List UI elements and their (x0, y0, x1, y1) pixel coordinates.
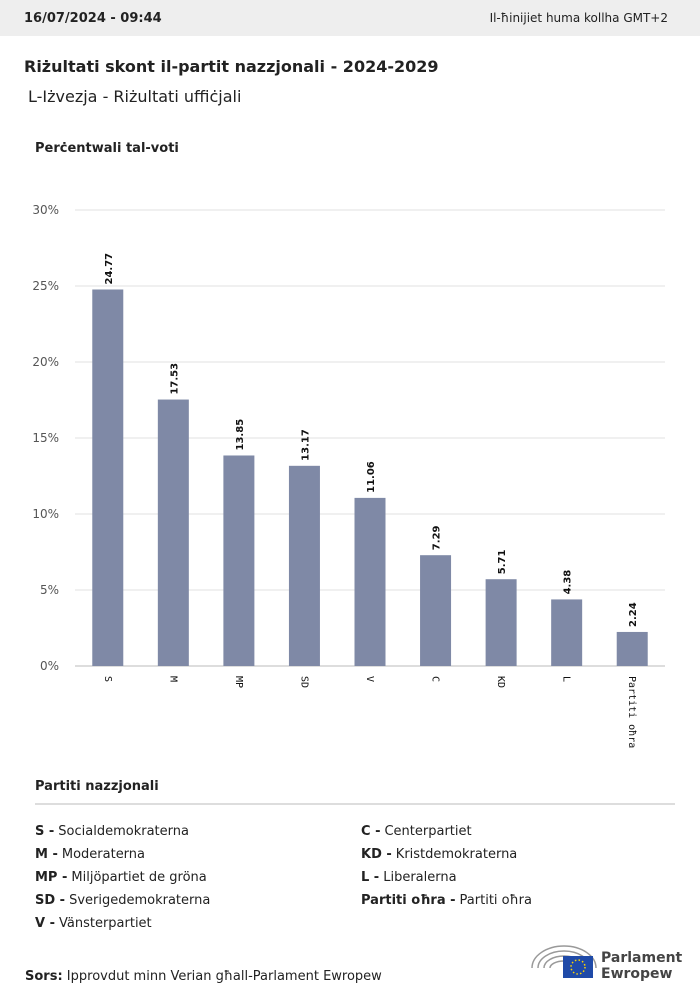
header-date: 16/07/2024 - 09:44 (24, 11, 162, 26)
x-tick-label: V (364, 676, 375, 682)
value-label: 2.24 (628, 602, 639, 627)
bar (420, 555, 452, 666)
y-tick-label: 5% (40, 583, 59, 597)
bar (616, 631, 648, 666)
value-label: 11.06 (366, 461, 377, 493)
y-axis-label: Perċentwali tal-voti (35, 141, 179, 156)
legend-key: S - (35, 824, 54, 839)
source-label: Sors: (25, 969, 63, 984)
legend-name: Vänsterpartiet (59, 916, 152, 931)
value-label: 24.77 (104, 253, 115, 285)
legend-key: M - (35, 847, 58, 862)
legend-key: KD - (361, 847, 392, 862)
x-tick-label: C (430, 676, 441, 682)
x-tick-label: KD (495, 676, 506, 688)
bar (485, 579, 517, 666)
legend-name: Miljöpartiet de gröna (71, 870, 206, 885)
legend-item: KD - Kristdemokraterna (361, 847, 517, 862)
logo-stars (570, 959, 586, 975)
legend-key: C - (361, 824, 380, 839)
page-subtitle: L-Iżvezja - Riżultati uffiċjali (28, 87, 241, 106)
legend-item: SD - Sverigedemokraterna (35, 893, 210, 908)
legend-title: Partiti nazzjonali (35, 779, 159, 794)
y-tick-label: 20% (32, 355, 59, 369)
value-label: 4.38 (563, 570, 574, 595)
logo-hemicycle (531, 945, 597, 969)
bar (92, 289, 124, 666)
value-label: 13.85 (235, 419, 246, 451)
logo: Parlament Ewropew (531, 945, 683, 982)
legend-name: Liberalerna (383, 870, 456, 885)
value-label: 17.53 (169, 363, 180, 395)
legend-key: Partiti oħra - (361, 893, 456, 908)
legend-item: M - Moderaterna (35, 847, 145, 862)
legend-name: Sverigedemokraterna (69, 893, 210, 908)
legend-name: Moderaterna (62, 847, 145, 862)
x-tick-label: Partiti oħra (626, 676, 637, 748)
legend-key: SD - (35, 893, 65, 908)
x-tick-label: M (167, 676, 178, 682)
page-title: Riżultati skont il-partit nazzjonali - 2… (24, 57, 439, 76)
source: Sors: Ipprovdut minn Verian għall-Parlam… (25, 969, 382, 984)
value-label: 13.17 (300, 429, 311, 461)
y-tick-label: 30% (32, 203, 59, 217)
header-bar (0, 0, 700, 36)
legend-item: S - Socialdemokraterna (35, 824, 189, 839)
legend-name: Centerpartiet (384, 824, 471, 839)
legend-name: Partiti oħra (460, 893, 532, 908)
source-text: Ipprovdut minn Verian għall-Parlament Ew… (67, 969, 382, 984)
y-tick-label: 0% (40, 659, 59, 673)
header-timezone: Il-ħinijiet huma kollha GMT+2 (490, 11, 668, 25)
y-tick-label: 25% (32, 279, 59, 293)
bar (157, 399, 189, 666)
x-tick-label: L (561, 676, 572, 682)
chart: 0% 5% 10% 15% 20% 25% 30% 24.77 S 17.53 M 13.85 MP 13… (32, 203, 665, 748)
x-tick-label: SD (298, 676, 309, 688)
value-label: 7.29 (432, 525, 443, 550)
y-tick-label: 15% (32, 431, 59, 445)
value-label: 5.71 (497, 549, 508, 574)
legend-key: V - (35, 916, 55, 931)
bar (223, 455, 255, 666)
bar (288, 465, 320, 666)
legend-item: Partiti oħra - Partiti oħra (361, 893, 532, 908)
legend-key: MP - (35, 870, 67, 885)
legend-name: Socialdemokraterna (58, 824, 189, 839)
x-tick-label: MP (233, 676, 244, 688)
x-tick-label: S (102, 676, 113, 682)
logo-flag (563, 956, 593, 978)
legend-item: C - Centerpartiet (361, 824, 472, 839)
legend-item: V - Vänsterpartiet (35, 916, 152, 931)
legend-item: MP - Miljöpartiet de gröna (35, 870, 207, 885)
y-tick-label: 10% (32, 507, 59, 521)
logo-text: Ewropew (601, 966, 673, 982)
bar (354, 497, 386, 666)
legend-key: L - (361, 870, 379, 885)
legend-name: Kristdemokraterna (396, 847, 517, 862)
bar (551, 599, 583, 666)
logo-text: Parlament (601, 950, 683, 966)
legend-item: L - Liberalerna (361, 870, 457, 885)
